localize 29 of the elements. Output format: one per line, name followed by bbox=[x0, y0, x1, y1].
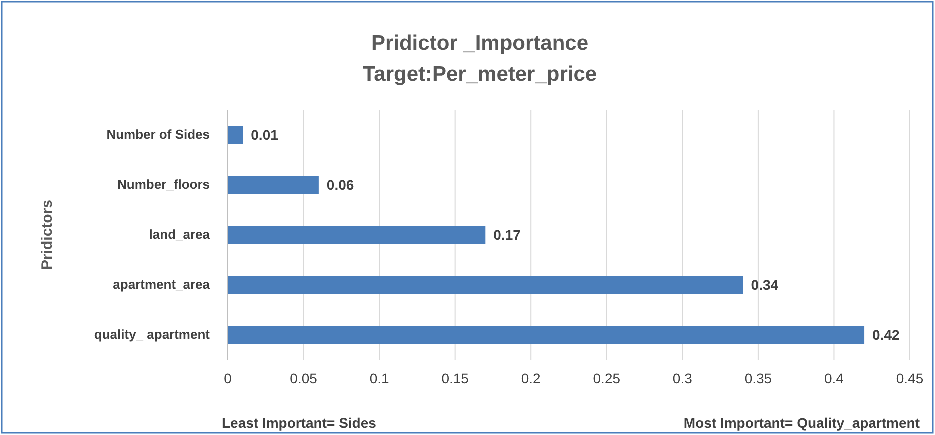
bar bbox=[228, 276, 744, 294]
y-tick-label: land_area bbox=[149, 227, 211, 242]
text: Least Important= Sides bbox=[222, 415, 377, 431]
x-tick-label: 0.05 bbox=[290, 370, 318, 387]
bar bbox=[228, 176, 319, 194]
data-label: 0.01 bbox=[251, 126, 279, 143]
y-axis-title: Pridictors bbox=[39, 200, 56, 270]
bar bbox=[228, 226, 486, 244]
data-label: 0.34 bbox=[751, 276, 779, 293]
x-tick-label: 0.3 bbox=[672, 370, 693, 387]
y-tick-label: Number_floors bbox=[118, 177, 210, 192]
data-label: 0.06 bbox=[326, 176, 354, 193]
x-tick-label: 0 bbox=[224, 370, 232, 387]
x-tick-label: 0.1 bbox=[370, 370, 390, 387]
x-tick-label: 0.2 bbox=[521, 370, 542, 387]
x-tick-label: 0.35 bbox=[744, 370, 772, 387]
x-tick-label: 0.4 bbox=[824, 370, 844, 387]
bar bbox=[228, 326, 865, 344]
text: Most Important= Quality_apartment bbox=[684, 415, 920, 431]
x-tick-label: 0.15 bbox=[442, 370, 470, 387]
chart-title: Pridictor _Importance Target:Per_meter_price bbox=[362, 32, 598, 86]
bar bbox=[228, 126, 244, 144]
data-label: 0.17 bbox=[494, 226, 522, 243]
y-tick-label: quality_ apartment bbox=[94, 327, 211, 342]
y-tick-label: Number of Sides bbox=[106, 127, 210, 142]
x-tick-label: 0.25 bbox=[593, 370, 621, 387]
data-label: 0.42 bbox=[872, 326, 900, 343]
y-tick-label: apartment_area bbox=[113, 277, 211, 292]
x-tick-label: 0.45 bbox=[896, 370, 924, 387]
